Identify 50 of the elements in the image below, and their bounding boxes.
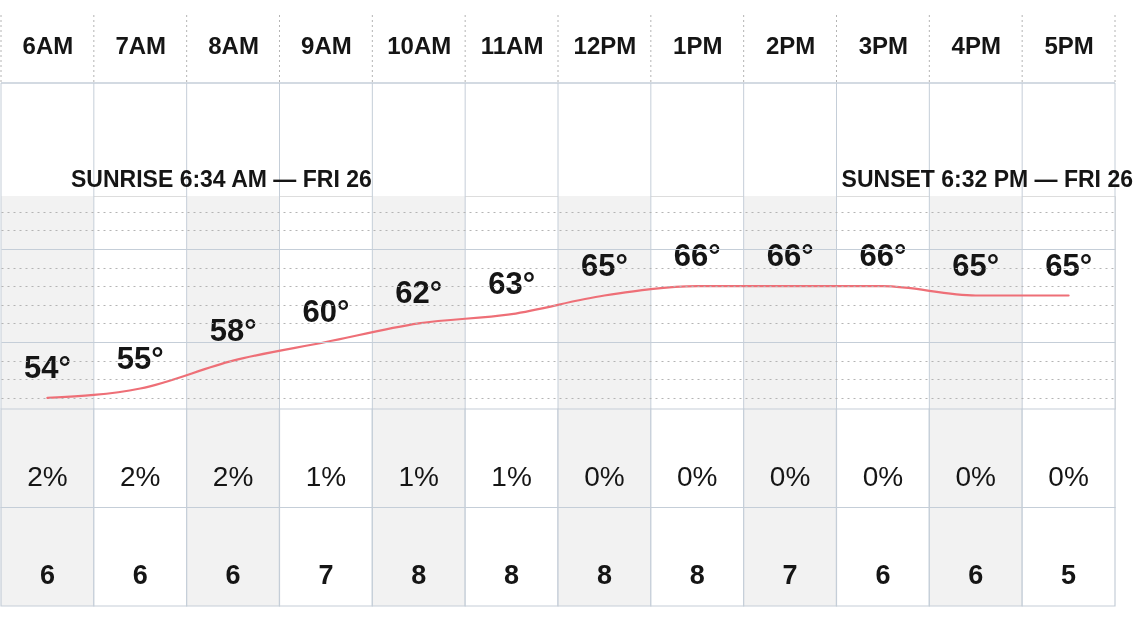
x-tick-label: 2PM — [765, 31, 816, 59]
text: 6 — [875, 560, 891, 591]
text: 0% — [769, 460, 811, 492]
text: SUNRISE 6:34 AM — FRI 26 — [71, 166, 372, 192]
text: 5 — [1061, 560, 1077, 591]
text: 7 — [782, 560, 798, 591]
text: 0% — [677, 460, 718, 492]
x-tick-label: 3PM — [858, 31, 909, 59]
text: 2% — [27, 460, 68, 492]
text: 6 — [39, 560, 55, 591]
data-label: 55° — [116, 340, 164, 376]
data-label: 65° — [952, 247, 1000, 283]
text: 6 — [132, 560, 148, 591]
text: 0% — [955, 460, 996, 492]
text: 1% — [491, 460, 532, 492]
text: 8 — [596, 560, 612, 591]
x-tick-label: 6AM — [22, 31, 74, 59]
text: 8 — [689, 560, 705, 591]
text: 6 — [225, 560, 241, 591]
text: 6 — [968, 560, 984, 591]
data-label: 66° — [673, 238, 721, 274]
text: 1% — [305, 460, 347, 492]
data-label: 62° — [395, 275, 443, 311]
text: 0% — [584, 460, 625, 492]
text: 2% — [120, 460, 161, 492]
data-label: 60° — [302, 294, 350, 330]
text: 2% — [212, 460, 254, 492]
x-tick-label: 9AM — [301, 31, 352, 59]
data-label: 65° — [580, 247, 628, 283]
text: 8 — [504, 560, 520, 591]
text: 0% — [1048, 460, 1089, 492]
data-label: 58° — [209, 312, 257, 348]
x-tick-label: 12PM — [573, 31, 637, 59]
x-tick-label: 4PM — [951, 31, 1001, 59]
x-tick-label: 11AM — [480, 31, 544, 59]
data-label: 66° — [859, 238, 907, 274]
x-tick-label: 10AM — [387, 31, 452, 59]
data-label: 65° — [1045, 247, 1093, 283]
text: 0% — [862, 460, 904, 492]
x-tick-label: 1PM — [673, 31, 723, 59]
text: 8 — [411, 560, 427, 591]
data-label: 66° — [766, 238, 814, 274]
text: SUNSET 6:32 PM — FRI 26 — [841, 166, 1133, 192]
x-tick-label: 7AM — [115, 31, 167, 59]
text: 7 — [318, 560, 334, 591]
text: 1% — [398, 460, 439, 492]
x-tick-label: 8AM — [208, 31, 259, 59]
data-label: 63° — [488, 266, 536, 302]
data-label: 54° — [23, 349, 71, 385]
x-tick-label: 5PM — [1044, 31, 1094, 59]
